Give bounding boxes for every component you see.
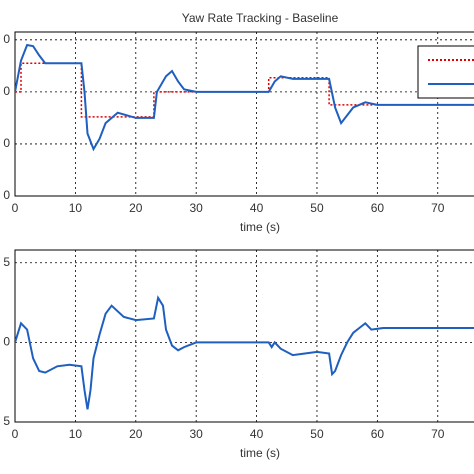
legend xyxy=(417,45,474,99)
x-tick-label: 30 xyxy=(190,201,204,215)
plot-frame xyxy=(14,31,474,197)
chart-title: Yaw Rate Tracking - Baseline xyxy=(182,11,339,25)
x-axis-label: time (s) xyxy=(240,220,280,234)
plot-area xyxy=(15,295,474,410)
y-tick-label: 0 xyxy=(3,188,10,202)
y-tick-label: 5 xyxy=(3,414,10,428)
y-tick-label: 0 xyxy=(3,84,10,98)
x-tick-label: 20 xyxy=(129,201,143,215)
x-tick-label: 0 xyxy=(12,201,19,215)
x-tick-label: 70 xyxy=(431,201,445,215)
data-line xyxy=(15,295,474,410)
x-tick-label: 50 xyxy=(310,201,324,215)
x-tick-label: 20 xyxy=(129,427,143,441)
x-tick-label: 30 xyxy=(190,427,204,441)
x-tick-label: 10 xyxy=(69,201,83,215)
y-tick-label: 0 xyxy=(3,335,10,349)
plot-frame xyxy=(14,249,474,423)
plot-area xyxy=(15,43,474,152)
y-tick-label: 0 xyxy=(3,32,10,46)
x-tick-label: 10 xyxy=(69,427,83,441)
x-tick-label: 70 xyxy=(431,427,445,441)
x-tick-label: 40 xyxy=(250,201,264,215)
x-tick-label: 0 xyxy=(12,427,19,441)
x-tick-label: 50 xyxy=(310,427,324,441)
x-tick-label: 60 xyxy=(371,427,385,441)
y-tick-label: 0 xyxy=(3,136,10,150)
x-tick-label: 40 xyxy=(250,427,264,441)
data-line xyxy=(15,43,474,152)
y-tick-label: 5 xyxy=(3,255,10,269)
x-tick-label: 60 xyxy=(371,201,385,215)
x-axis-label: time (s) xyxy=(240,446,280,460)
